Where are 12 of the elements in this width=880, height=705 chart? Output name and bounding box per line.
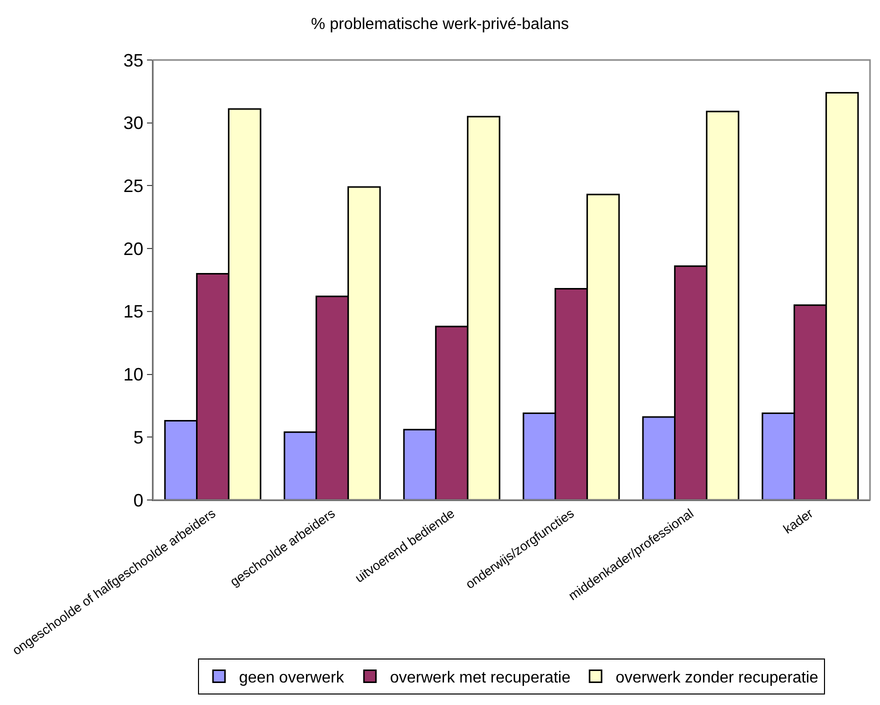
y-tick-label: 5 xyxy=(133,427,144,448)
legend-label: geen overwerk xyxy=(239,670,345,687)
y-tick-label: 30 xyxy=(123,113,144,134)
y-tick-label: 15 xyxy=(123,302,144,322)
y-tick-label: 25 xyxy=(123,176,144,196)
legend-label: overwerk met recuperatie xyxy=(390,670,571,687)
y-tick-label: 0 xyxy=(133,490,144,510)
legend-label: overwerk zonder recuperatie xyxy=(616,670,818,687)
chart-title: % problematische werk-privé-balans xyxy=(311,16,569,33)
y-tick-label: 20 xyxy=(123,238,144,259)
y-tick-label: 35 xyxy=(123,50,144,70)
y-tick-label: 10 xyxy=(123,364,144,385)
